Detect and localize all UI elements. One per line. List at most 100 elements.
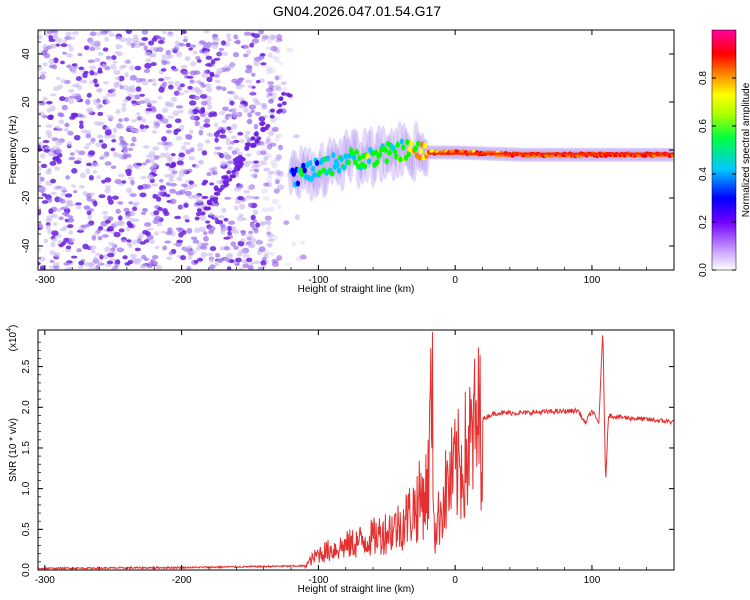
noise-blob [261, 34, 268, 38]
noise-blob [248, 265, 254, 270]
noise-blob [115, 35, 123, 41]
snr-x-tick-label: 100 [584, 575, 601, 586]
noise-blob [177, 156, 185, 161]
noise-blob [129, 212, 136, 217]
noise-blob [143, 45, 149, 51]
noise-blob [216, 67, 224, 74]
noise-blob [185, 134, 193, 140]
noise-blob [140, 211, 147, 215]
noise-blob [233, 34, 239, 40]
noise-blob [107, 252, 115, 258]
noise-blob [189, 115, 197, 121]
noise-blob [132, 239, 139, 245]
noise-blob [269, 34, 276, 40]
noise-blob [49, 259, 55, 264]
noise-blob [106, 114, 114, 119]
noise-blob [136, 78, 141, 83]
noise-blob [161, 117, 169, 124]
noise-blob [200, 252, 208, 258]
noise-blob [142, 207, 148, 213]
noise-blob [276, 155, 282, 162]
noise-blob [262, 195, 270, 201]
signal-core [342, 164, 347, 171]
noise-blob [102, 80, 110, 85]
noise-blob [233, 245, 239, 250]
signal-core [409, 140, 414, 147]
noise-blob [67, 217, 75, 223]
noise-blob [127, 147, 134, 152]
noise-blob [94, 83, 100, 88]
noise-blob [286, 47, 294, 53]
noise-blob [244, 68, 253, 74]
noise-blob [268, 87, 275, 92]
snr-y-tick-label: 1.0 [21, 481, 32, 495]
noise-blob [120, 239, 127, 243]
noise-blob [262, 114, 268, 118]
noise-blob [200, 83, 207, 88]
noise-blob [45, 224, 51, 231]
noise-blob [88, 150, 96, 156]
streak-blob [244, 146, 250, 151]
noise-blob [202, 195, 209, 199]
noise-blob [195, 246, 201, 251]
noise-blob [185, 149, 192, 155]
noise-blob [213, 131, 220, 138]
noise-blob [161, 81, 168, 87]
noise-blob [267, 238, 275, 243]
noise-blob [180, 65, 188, 69]
noise-blob [221, 119, 228, 124]
noise-blob [247, 112, 253, 118]
noise-blob [238, 103, 246, 109]
noise-blob [150, 78, 157, 83]
noise-blob [274, 176, 282, 183]
noise-blob [176, 239, 184, 244]
signal-core [329, 170, 335, 177]
noise-blob [174, 90, 180, 97]
noise-blob [142, 145, 150, 149]
noise-blob [249, 42, 255, 48]
noise-blob [110, 247, 116, 252]
noise-blob [206, 86, 213, 93]
noise-blob [86, 92, 92, 98]
noise-blob [204, 83, 212, 88]
noise-blob [252, 219, 258, 224]
noise-blob [205, 55, 213, 60]
noise-blob [270, 86, 277, 92]
noise-blob [91, 162, 100, 167]
noise-blob [233, 229, 240, 235]
noise-blob [40, 153, 46, 159]
noise-blob [261, 105, 268, 110]
noise-blob [38, 256, 46, 262]
noise-blob [139, 93, 146, 97]
noise-blob [121, 103, 127, 107]
noise-blob [46, 100, 53, 105]
noise-blob [178, 189, 186, 195]
noise-blob [231, 107, 238, 113]
noise-blob [144, 51, 152, 57]
noise-blob [82, 72, 88, 79]
signal-core [375, 159, 380, 166]
noise-blob [53, 32, 59, 38]
noise-blob [46, 197, 53, 203]
noise-blob [209, 246, 217, 252]
noise-blob [247, 243, 254, 249]
noise-blob [156, 196, 162, 202]
noise-blob [259, 160, 268, 166]
noise-blob [52, 262, 60, 267]
noise-blob [157, 118, 163, 124]
signal-core [405, 139, 410, 146]
noise-blob [206, 252, 214, 257]
noise-blob [100, 30, 108, 35]
noise-blob [142, 162, 147, 166]
noise-blob [143, 222, 152, 227]
noise-blob [123, 117, 130, 122]
streak-blob [196, 208, 202, 213]
noise-blob [237, 195, 244, 201]
signal-core [301, 162, 306, 169]
noise-blob [115, 109, 121, 115]
noise-blob [41, 200, 49, 204]
noise-blob [253, 56, 262, 62]
noise-blob [71, 31, 80, 35]
noise-blob [157, 39, 165, 44]
noise-blob [118, 228, 125, 233]
